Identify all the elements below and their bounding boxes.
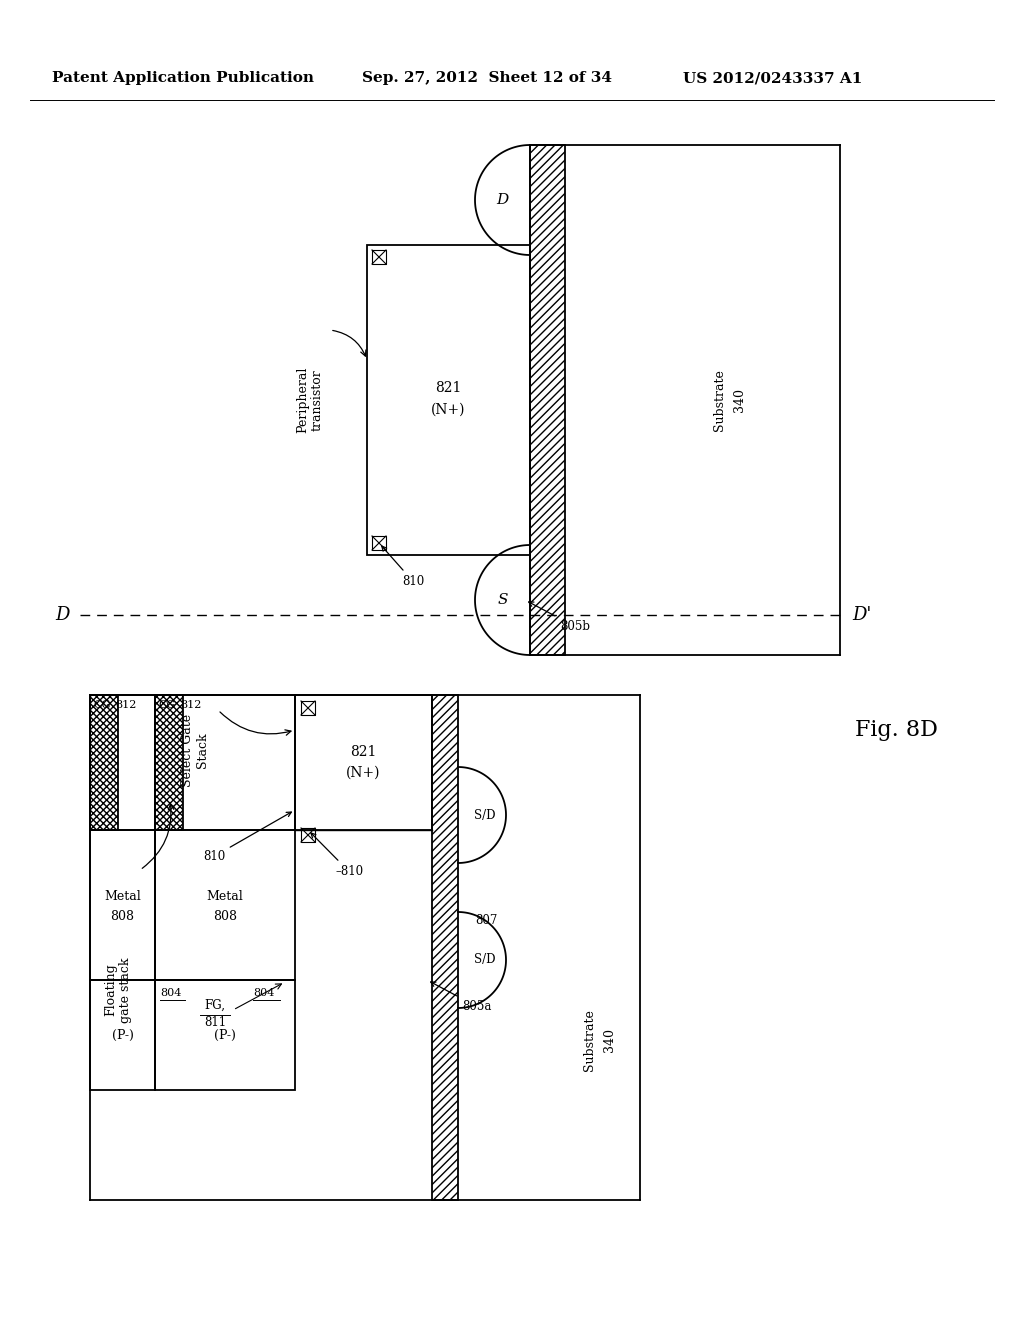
Text: 805b: 805b [528, 602, 590, 634]
Bar [90, 696, 118, 830]
Text: FG,: FG, [205, 998, 225, 1011]
Text: Substrate: Substrate [584, 1008, 597, 1071]
Bar [530, 145, 565, 655]
Text: Sep. 27, 2012  Sheet 12 of 34: Sep. 27, 2012 Sheet 12 of 34 [362, 71, 612, 84]
Bar [155, 979, 295, 1090]
Text: Floating
gate stack: Floating gate stack [104, 957, 132, 1023]
Text: 808: 808 [213, 909, 237, 923]
Text: CG: CG [158, 700, 175, 710]
Text: Select Gate
Stack: Select Gate Stack [181, 713, 209, 787]
Text: Substrate: Substrate [714, 370, 726, 430]
Text: Fig. 8D: Fig. 8D [855, 719, 938, 741]
Bar [295, 696, 432, 830]
Text: 812: 812 [180, 700, 202, 710]
Text: (P-): (P-) [112, 1028, 133, 1041]
Text: S/D: S/D [474, 808, 496, 821]
Text: 804: 804 [254, 987, 275, 998]
Text: S: S [498, 593, 508, 607]
Text: 340: 340 [733, 388, 746, 412]
Bar [155, 696, 295, 830]
Text: 804: 804 [160, 987, 181, 998]
Text: Peripheral
transistor: Peripheral transistor [296, 367, 324, 433]
Text: 807: 807 [475, 913, 498, 927]
Text: 811: 811 [204, 1015, 226, 1028]
Text: (P-): (P-) [214, 1028, 236, 1041]
Text: 812: 812 [115, 700, 136, 710]
Text: D: D [497, 193, 509, 207]
Text: 821: 821 [435, 381, 462, 395]
Bar [155, 830, 295, 979]
Text: 808: 808 [111, 909, 134, 923]
Bar [155, 696, 183, 830]
Text: D': D' [852, 606, 871, 624]
Text: US 2012/0243337 A1: US 2012/0243337 A1 [683, 71, 862, 84]
Text: 821: 821 [350, 746, 377, 759]
Text: (N+): (N+) [346, 766, 381, 780]
Text: CG: CG [93, 700, 111, 710]
Text: (N+): (N+) [431, 403, 466, 417]
Text: D: D [55, 606, 70, 624]
Text: 805a: 805a [431, 982, 492, 1012]
Bar [90, 979, 155, 1090]
Bar [432, 696, 458, 1200]
Text: Metal: Metal [207, 890, 244, 903]
Text: 810: 810 [203, 812, 292, 863]
Text: –810: –810 [311, 833, 364, 878]
Text: S/D: S/D [474, 953, 496, 966]
Bar [367, 246, 530, 554]
Text: Patent Application Publication: Patent Application Publication [52, 71, 314, 84]
Bar [90, 696, 155, 830]
Text: 810: 810 [382, 546, 424, 587]
Text: Metal: Metal [104, 890, 141, 903]
Bar [90, 830, 155, 979]
Text: 340: 340 [603, 1028, 616, 1052]
